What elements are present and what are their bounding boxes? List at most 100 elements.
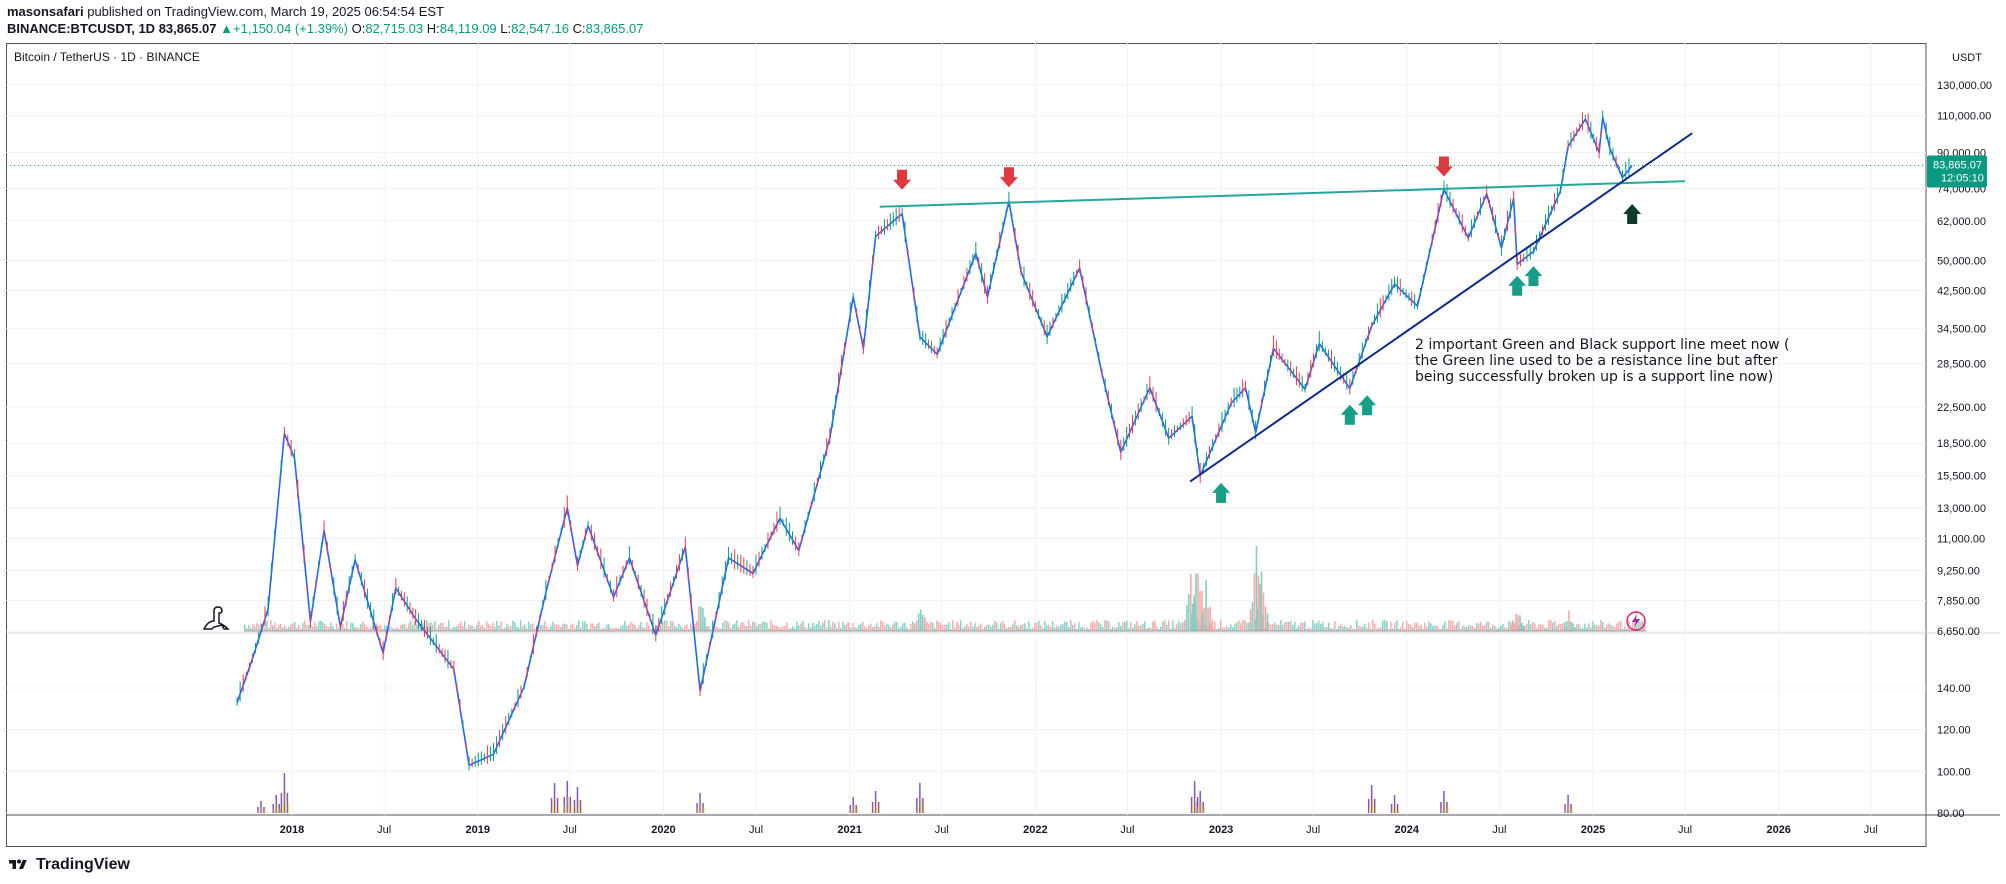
volume-spike <box>919 609 922 631</box>
volume-bar <box>1436 625 1438 631</box>
volume-bar <box>810 627 812 631</box>
volume-bar <box>1326 626 1328 631</box>
volume-bar <box>1490 627 1492 631</box>
volume-bar <box>842 621 844 631</box>
volume-bar <box>1604 627 1606 631</box>
volume-bar <box>828 620 830 631</box>
volume-bar <box>576 625 578 631</box>
volume-bar <box>562 623 564 631</box>
volume-bar <box>430 622 432 631</box>
volume-bar <box>468 624 470 631</box>
volume-bar <box>782 626 784 631</box>
volume-bar <box>1618 621 1620 631</box>
volume-bar <box>1398 628 1400 631</box>
volume-bar <box>534 628 536 631</box>
volume-bar <box>786 622 788 631</box>
volume-bar <box>1496 628 1498 631</box>
volume-bar <box>480 625 482 631</box>
volume-bar <box>790 628 792 631</box>
volume-bar <box>1588 623 1590 631</box>
volume-bar <box>1082 626 1084 631</box>
volume-bar <box>386 625 388 631</box>
volume-bar <box>802 620 804 631</box>
volume-bar <box>1644 625 1646 631</box>
volume-bar <box>1112 626 1114 631</box>
volume-bar <box>1102 626 1104 631</box>
volume-bar <box>348 628 350 631</box>
down-arrow-icon <box>893 169 912 190</box>
volume-bar <box>572 623 574 631</box>
volume-bar <box>598 622 600 631</box>
volume-bar <box>578 620 580 631</box>
volume-bar <box>1472 626 1474 631</box>
volume-bar <box>1624 626 1626 631</box>
volume-bar <box>410 620 412 631</box>
volume-bar <box>1362 626 1364 631</box>
volume-bar <box>558 624 560 631</box>
volume-bar <box>1024 623 1026 631</box>
volume-bar <box>1018 626 1020 631</box>
volume-bar <box>1174 627 1176 631</box>
volume-bar <box>290 624 292 631</box>
volume-bar <box>1392 628 1394 631</box>
volume-spike <box>1193 594 1195 631</box>
volume-bar <box>1094 622 1096 631</box>
volume-bar <box>1438 627 1440 631</box>
volume-bar <box>1278 624 1280 631</box>
volume-spike <box>1249 609 1252 631</box>
volume-bar <box>1144 620 1146 631</box>
publisher-name[interactable]: masonsafari <box>7 4 84 19</box>
volume-bar <box>1406 620 1408 631</box>
volume-bar <box>1324 627 1326 631</box>
volume-bar <box>312 626 314 631</box>
volume-bar <box>300 628 302 631</box>
x-tick-label: 2026 <box>1766 824 1790 836</box>
volume-bar <box>406 627 408 631</box>
volume-bar <box>1424 622 1426 631</box>
volume-bar <box>1526 623 1528 631</box>
volume-bar <box>282 627 284 631</box>
volume-bar <box>602 627 604 631</box>
volume-spike <box>694 623 696 631</box>
volume-spike <box>1574 626 1576 631</box>
volume-bar <box>1586 627 1588 631</box>
volume-bar <box>1386 620 1388 631</box>
annotation-line: the Green line used to be a resistance l… <box>1415 353 1778 369</box>
volume-bar <box>1078 622 1080 631</box>
volume-bar <box>1028 621 1030 631</box>
volume-bar <box>390 626 392 631</box>
volume-bar <box>1268 623 1270 631</box>
volume-bar <box>1118 622 1120 631</box>
volume-bar <box>1608 623 1610 631</box>
volume-bar <box>338 628 340 631</box>
volume-bar <box>996 622 998 631</box>
volume-bar <box>878 627 880 631</box>
volume-bar <box>1616 623 1618 631</box>
volume-bar <box>640 621 642 631</box>
volume-spike <box>696 620 698 631</box>
volume-bar <box>1486 621 1488 631</box>
volume-bar <box>488 624 490 631</box>
volume-bar <box>910 623 912 631</box>
volume-bar <box>590 623 592 631</box>
volume-bar <box>836 628 838 631</box>
volume-bar <box>1312 620 1314 631</box>
volume-bar <box>1346 627 1348 631</box>
volume-bar <box>1532 622 1534 631</box>
volume-bar <box>1070 620 1072 631</box>
volume-bar <box>956 621 958 631</box>
volume-spike <box>1205 580 1207 631</box>
volume-bar <box>1090 622 1092 631</box>
volume-bar <box>1456 623 1458 631</box>
volume-bar <box>620 626 622 631</box>
volume-bar <box>1318 620 1320 631</box>
volume-bar <box>1298 625 1300 631</box>
volume-bar <box>792 626 794 631</box>
volume-bar <box>580 627 582 631</box>
volume-bar <box>1350 625 1352 631</box>
volume-bar <box>972 626 974 631</box>
volume-bar <box>366 626 368 631</box>
price-chart[interactable]: 2018 Jul 2019 Jul 2020 Jul 2021 Jul 2022 Jul 2023 J… <box>6 43 2000 847</box>
volume-bar <box>1538 624 1540 631</box>
tradingview-logo[interactable]: TradingView <box>6 856 130 874</box>
